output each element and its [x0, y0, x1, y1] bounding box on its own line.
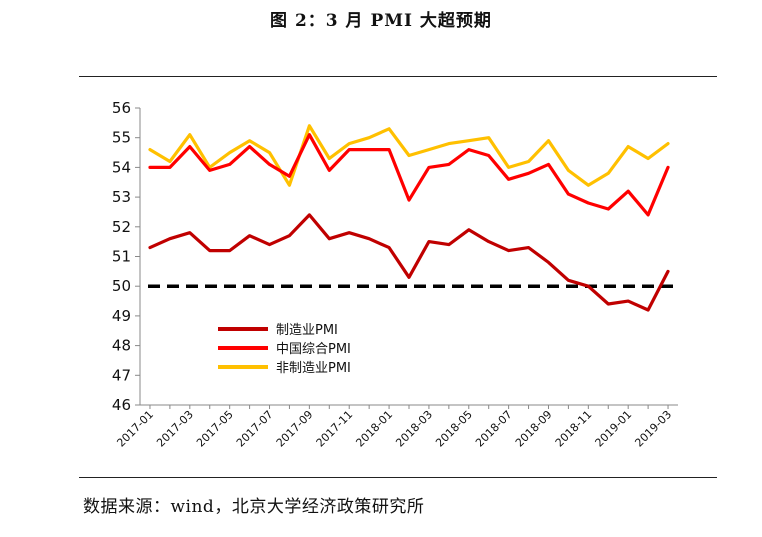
legend: 制造业PMI 中国综合PMI 非制造业PMI: [218, 323, 351, 376]
x-tick-label: 2017-07: [234, 408, 276, 450]
x-tick-label: 2017-05: [194, 408, 236, 450]
y-tick-label: 51: [112, 248, 131, 266]
y-tick-label: 56: [112, 99, 131, 117]
x-tick-label: 2018-11: [553, 408, 595, 450]
legend-label: 制造业PMI: [276, 323, 338, 338]
y-axis: 46 47 48 49 50 51 52 53 54 55 56: [112, 99, 141, 414]
x-tick-label: 2017-01: [114, 408, 156, 450]
x-tick-label: 2019-03: [632, 408, 674, 450]
series-group: [148, 124, 670, 312]
x-tick-label: 2017-03: [154, 408, 196, 450]
legend-label: 中国综合PMI: [276, 342, 351, 357]
x-tick-label: 2018-05: [433, 408, 475, 450]
y-tick-label: 53: [112, 188, 131, 206]
x-axis: 2017-012017-032017-052017-072017-092017-…: [114, 404, 678, 450]
source-note: 数据来源：wind，北京大学经济政策研究所: [83, 497, 425, 517]
series-line-1: [148, 213, 670, 312]
x-tick-label: 2018-03: [393, 408, 435, 450]
y-tick-label: 55: [112, 129, 131, 147]
x-tick-label: 2017-09: [274, 408, 316, 450]
bottom-rule: [79, 477, 717, 478]
x-tick-label: 2018-07: [473, 408, 515, 450]
series-line-3: [148, 124, 670, 187]
y-tick-label: 48: [112, 337, 131, 355]
y-tick-label: 49: [112, 307, 131, 325]
legend-label: 非制造业PMI: [276, 361, 351, 376]
y-tick-label: 52: [112, 218, 131, 236]
x-tick-label: 2018-09: [513, 408, 555, 450]
y-tick-label: 46: [112, 396, 131, 414]
y-tick-label: 50: [112, 277, 131, 295]
series-line-2: [148, 133, 670, 217]
top-rule: [79, 76, 717, 77]
x-tick-label: 2018-01: [353, 408, 395, 450]
y-tick-label: 47: [112, 366, 131, 384]
y-tick-label: 54: [112, 158, 131, 176]
figure-title: 图 2：3 月 PMI 大超预期: [270, 11, 492, 31]
x-tick-label: 2017-11: [314, 408, 356, 450]
x-tick-label: 2019-01: [593, 408, 635, 450]
